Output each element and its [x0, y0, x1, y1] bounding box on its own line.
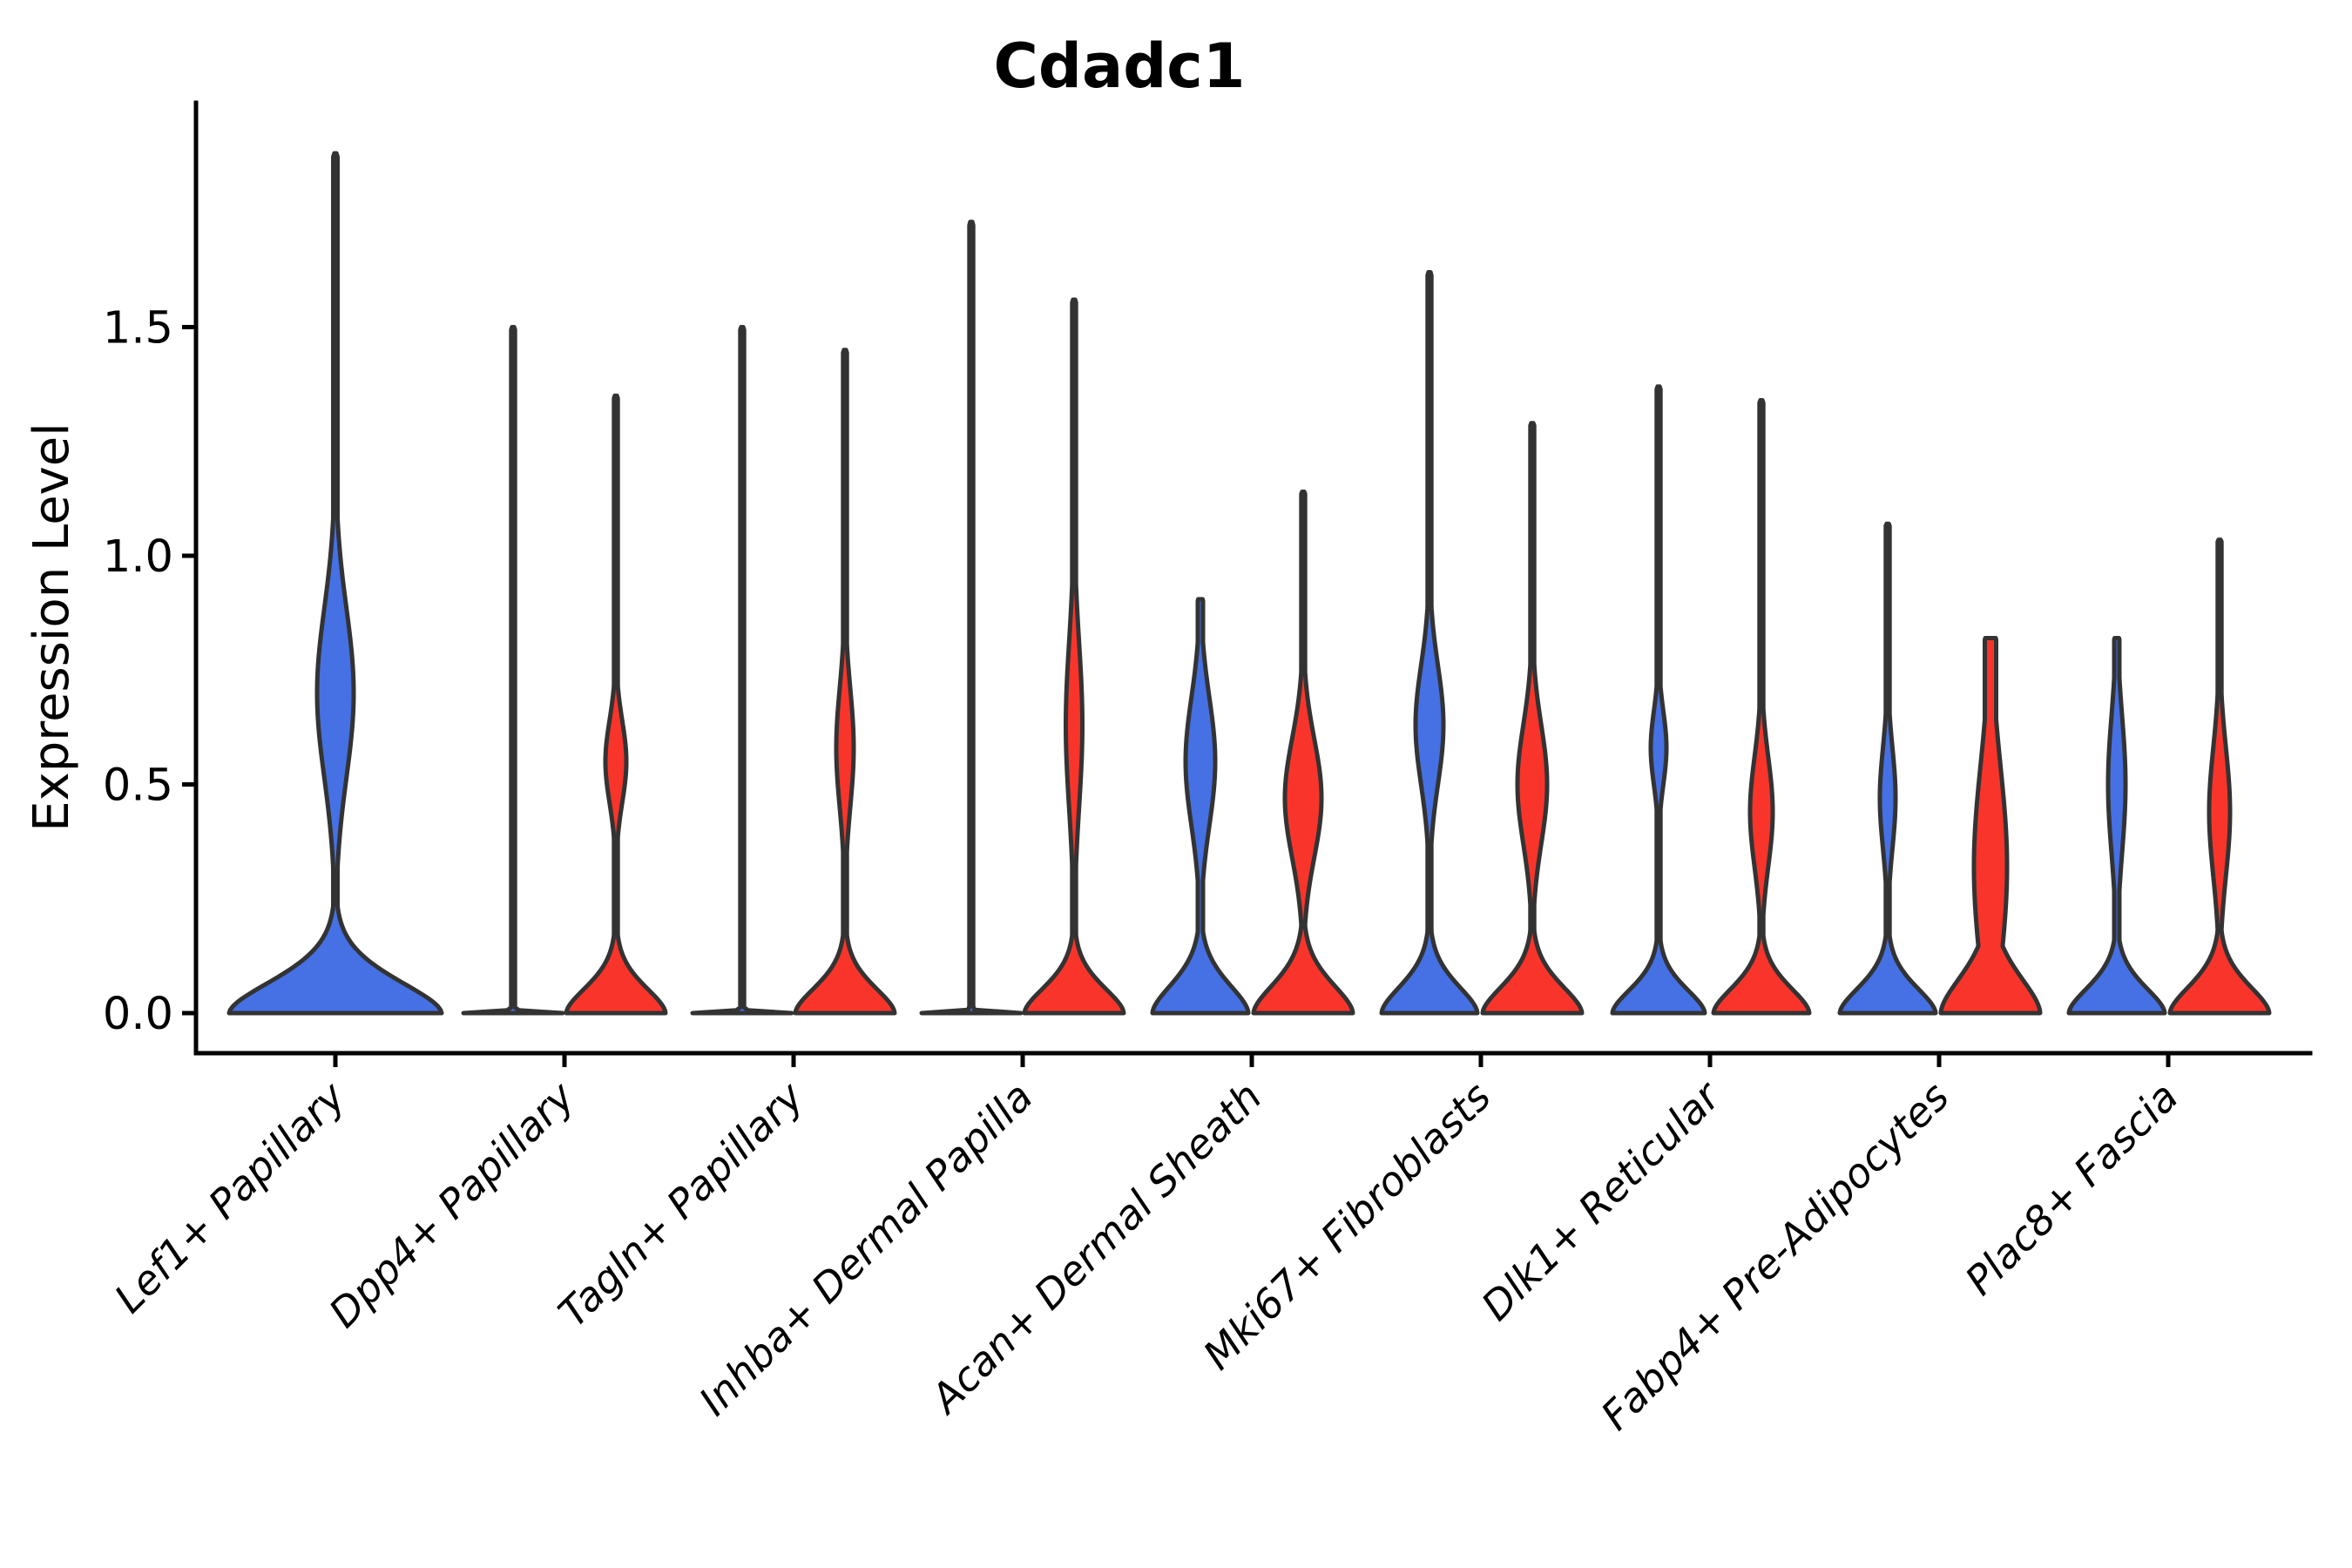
x-axis-tick-label: Tagln+ Papillary: [549, 1072, 813, 1336]
y-axis-tick-label: 0.5: [103, 760, 173, 812]
y-axis-tick-label: 1.0: [103, 531, 173, 583]
y-axis-tick-label: 0.0: [103, 989, 173, 1040]
x-axis-tick-label: Dpp4+ Papillary: [320, 1072, 584, 1336]
axis-spines: [193, 100, 2313, 1056]
violin-red-cat7: [1938, 636, 2043, 1016]
violin-red-cat5: [1480, 421, 1585, 1016]
x-axis-tick-label: Lef1+ Papillary: [105, 1072, 355, 1321]
violins-layer: [226, 151, 2272, 1016]
axes-layer: [182, 100, 2313, 1067]
violin-blue-cat4: [1150, 597, 1251, 1016]
violin-blue-cat0: [226, 151, 444, 1016]
violin-blue-cat1-collapsed: [461, 325, 565, 1016]
violin-blue-cat2-collapsed: [690, 325, 794, 1016]
violin-red-cat1: [564, 393, 668, 1016]
violin-blue-cat6: [1610, 384, 1707, 1016]
violin-blue-cat7: [1837, 521, 1938, 1016]
violin-red-cat4: [1251, 490, 1355, 1016]
x-axis-tick-label: Plac8+ Fascia: [1956, 1073, 2186, 1304]
y-axis-tick-label: 1.5: [103, 303, 173, 355]
violin-blue-cat5: [1379, 270, 1480, 1016]
violin-red-cat3: [1022, 297, 1126, 1016]
chart-title: Cdadc1: [993, 30, 1245, 102]
violin-red-cat6: [1711, 398, 1812, 1016]
x-axis-tick-label: Dlk1+ Reticular: [1472, 1071, 1731, 1329]
violin-red-cat2: [793, 348, 897, 1016]
violin-blue-cat3-collapsed: [919, 220, 1024, 1016]
violin-red-cat8: [2167, 537, 2272, 1016]
violin-blue-cat8: [2066, 636, 2167, 1016]
y-axis-label: Expression Level: [24, 422, 80, 832]
